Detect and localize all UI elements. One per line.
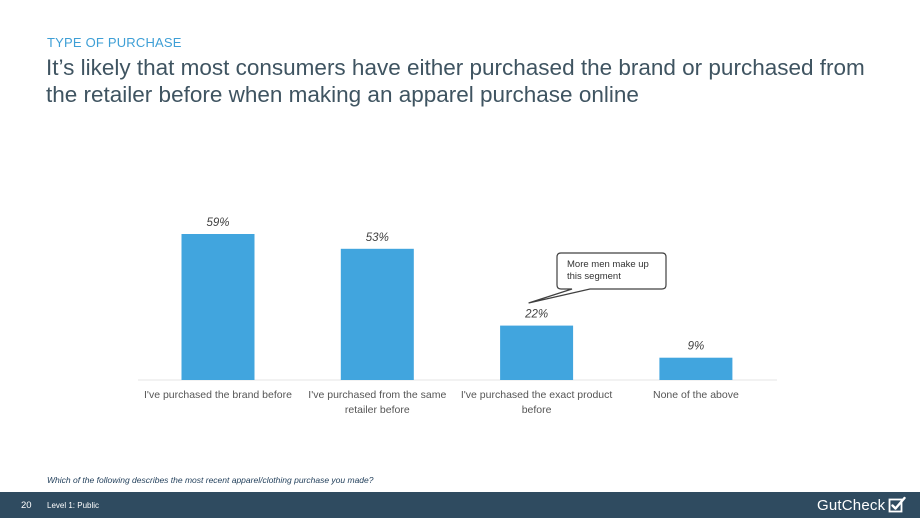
callout-bubble-1 bbox=[528, 252, 667, 304]
bar-4 bbox=[659, 357, 733, 380]
section-label: TYPE OF PURCHASE bbox=[47, 35, 182, 50]
bar-1 bbox=[181, 234, 255, 380]
callout-text-line-1: More men make up bbox=[567, 259, 649, 270]
slide-title: It’s likely that most consumers have eit… bbox=[46, 55, 865, 107]
category-label-3-line-1: I've purchased the exact product bbox=[461, 389, 613, 401]
bar-2 bbox=[340, 248, 414, 380]
bar-chart: 59% I've purchased the brand before 53% I'v… bbox=[138, 217, 777, 416]
bars-layer: 59% I've purchased the brand before 53% I'v… bbox=[144, 217, 739, 416]
value-label-3: 22% bbox=[524, 309, 548, 321]
brand-logo: GutCheck bbox=[817, 496, 906, 514]
survey-question: Which of the following describes the mos… bbox=[47, 475, 374, 485]
page-number: 20 bbox=[21, 500, 32, 511]
value-label-2: 53% bbox=[366, 232, 389, 244]
value-label-1: 59% bbox=[206, 217, 229, 229]
category-label-1: I've purchased the brand before bbox=[144, 389, 292, 401]
category-label-2-line-1: I've purchased from the same bbox=[308, 389, 446, 401]
category-label-3-line-2: before bbox=[522, 404, 552, 416]
category-label-4: None of the above bbox=[653, 389, 739, 401]
brand-name: GutCheck bbox=[817, 496, 886, 514]
callout-text-line-2: this segment bbox=[567, 271, 621, 282]
value-label-4: 9% bbox=[688, 341, 705, 353]
classification-level: Level 1: Public bbox=[47, 501, 100, 510]
category-label-2-line-2: retailer before bbox=[345, 404, 410, 416]
checkbox-check-icon bbox=[888, 496, 906, 513]
footer-bar: 20 Level 1: Public GutCheck bbox=[0, 492, 920, 518]
bar-3 bbox=[500, 325, 574, 380]
